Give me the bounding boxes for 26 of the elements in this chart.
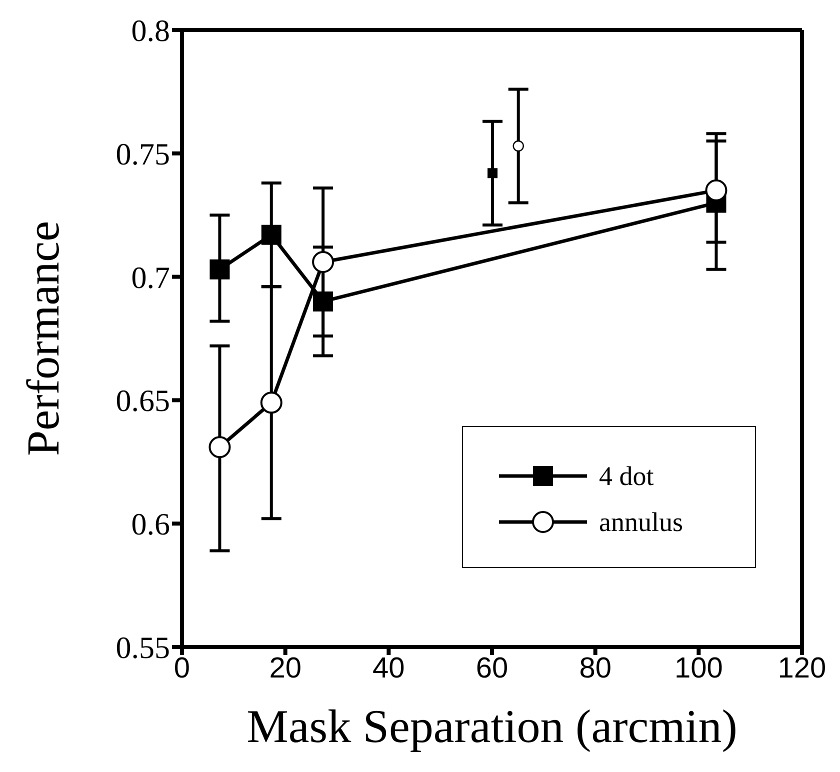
y-tick-label: 0.65 [116, 383, 170, 418]
x-tick-label: 120 [778, 652, 826, 685]
x-tick-label: 0 [174, 652, 190, 685]
x-tick-label: 100 [674, 652, 723, 685]
x-tick-label: 80 [579, 652, 612, 685]
legend-label: annulus [599, 506, 683, 538]
x-tick-label: 60 [476, 652, 508, 685]
point [260, 392, 282, 414]
point [261, 224, 282, 245]
legend-label: 4 dot [599, 460, 654, 492]
point [313, 291, 334, 312]
point [488, 168, 498, 178]
point [512, 140, 524, 152]
point [312, 250, 334, 273]
x-axis-title: Mask Separation (arcmin) [246, 701, 738, 753]
y-tick-label: 0.6 [131, 506, 170, 542]
x-tick-label: 20 [269, 652, 302, 685]
y-tick-label: 0.55 [116, 630, 170, 666]
y-tick-label: 0.7 [131, 260, 170, 295]
y-tick-label: 0.75 [116, 136, 170, 172]
y-tick-label: 0.8 [131, 13, 170, 48]
x-tick-label: 40 [372, 652, 405, 685]
y-axis-title: Performance [17, 221, 68, 456]
point [210, 259, 230, 280]
point [705, 179, 728, 202]
point [208, 436, 231, 458]
